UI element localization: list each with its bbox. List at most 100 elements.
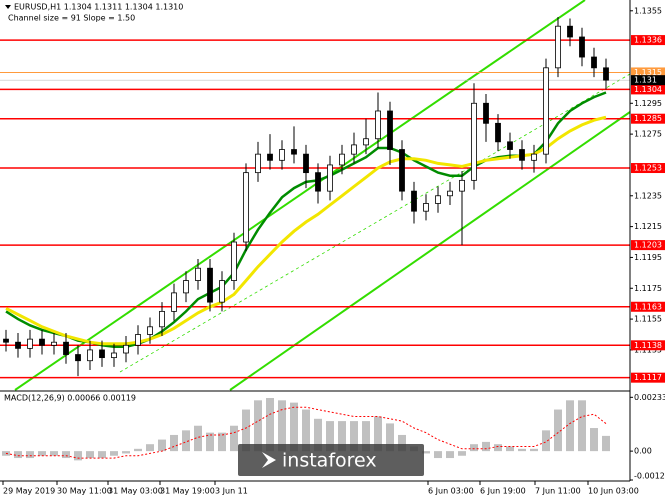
candle-body [231, 241, 237, 281]
candle-body [591, 56, 597, 69]
macd-bar [566, 400, 574, 452]
candle-body [387, 110, 393, 150]
candle-body [15, 341, 21, 349]
candle-body [483, 102, 489, 124]
y-tick-label: 1.1215 [634, 222, 662, 231]
level-label: 1.1138 [634, 341, 662, 350]
candle-body [75, 354, 81, 362]
candle-body [207, 267, 213, 303]
macd-bar [230, 425, 238, 452]
x-tick-label: 3 Jun 11 [215, 487, 248, 496]
level-label-box [631, 163, 665, 174]
macd-bar [434, 451, 442, 459]
macd-bar [554, 409, 562, 452]
y-tick-label: 1.1195 [634, 253, 662, 262]
candle-body [495, 122, 501, 143]
macd-title: MACD(12,26,9) 0.00066 0.00119 [4, 394, 136, 403]
macd-panel [2, 398, 610, 461]
candle-body [303, 153, 309, 174]
channel-info: Channel size = 91 Slope = 1.50 [8, 14, 135, 23]
macd-bar [290, 402, 298, 452]
x-tick-label: 6 Jun 03:00 [428, 487, 474, 496]
watermark-text: instaforex [282, 450, 377, 472]
level-label: 1.1285 [634, 114, 662, 123]
macd-bar [278, 400, 286, 452]
menu-triangle [5, 5, 11, 9]
level-label-box [631, 84, 665, 95]
x-tick-label: 29 May 2019 [3, 487, 55, 496]
macd-bar [386, 423, 394, 452]
macd-bar [374, 416, 382, 452]
candle-body [351, 144, 357, 155]
candle-body [255, 153, 261, 174]
y-tick-label: 1.1275 [634, 130, 662, 139]
candle-body [195, 267, 201, 281]
macd-bar [362, 421, 370, 452]
candle-body [411, 190, 417, 212]
candle-body [339, 153, 345, 166]
candle-body [399, 149, 405, 192]
macd-bar [530, 448, 538, 452]
macd-bar [326, 421, 334, 452]
macd-bar [482, 441, 490, 452]
candle-body [447, 190, 453, 197]
watermark-box [238, 444, 424, 476]
macd-bar [518, 448, 526, 452]
candle-body [459, 179, 465, 192]
candle-body [99, 349, 105, 359]
macd-bar [494, 444, 502, 452]
candle-body [543, 67, 549, 155]
macd-bar [62, 451, 70, 459]
macd-bar [26, 451, 34, 459]
macd-bar [422, 451, 430, 454]
macd-bar [590, 428, 598, 452]
macd-bar [218, 432, 226, 452]
candle-body [507, 141, 513, 150]
macd-bar [266, 398, 274, 452]
channel-lower [229, 111, 631, 391]
macd-bar [170, 434, 178, 452]
x-tick-label: 30 May 11:00 [57, 487, 112, 496]
level-label: 1.1304 [634, 85, 662, 94]
y-tick-label: 1.1175 [634, 284, 662, 293]
watermark: instaforex [238, 444, 424, 476]
candle-body [267, 153, 273, 161]
macd-bar [194, 425, 202, 452]
macd-bar [314, 418, 322, 452]
macd-signal [5, 406, 607, 459]
macd-bar [122, 451, 130, 454]
macd-bar [602, 435, 610, 452]
macd-bar [182, 430, 190, 452]
candle-body [243, 172, 249, 243]
y-tick-label: 1.1295 [634, 99, 662, 108]
macd-tick-label: 0.00 [634, 447, 652, 456]
candle-body [219, 280, 225, 303]
macd-bar [398, 434, 406, 452]
y-tick-label: 1.1235 [634, 191, 662, 200]
macd-bar [158, 439, 166, 452]
candle-body [435, 195, 441, 204]
macd-bar [242, 409, 250, 452]
macd-tick-label: -0.00125 [634, 472, 665, 481]
macd-bar [134, 448, 142, 452]
macd-bar [542, 430, 550, 452]
candle-body [3, 338, 9, 343]
candle-body [603, 67, 609, 81]
x-tick-label: 31 May 19:00 [160, 487, 215, 496]
x-tick-label: 7 Jun 11:00 [535, 487, 581, 496]
macd-bar [578, 400, 586, 452]
macd-bar [86, 451, 94, 459]
candle-body [315, 172, 321, 192]
candle-body [51, 341, 57, 346]
candle-body [519, 149, 525, 161]
candle-body [327, 164, 333, 192]
y-tick-label: 1.1355 [634, 6, 662, 15]
macd-bar [14, 451, 22, 459]
candle-body [183, 280, 189, 294]
ask-label: 1.1315 [634, 68, 662, 77]
candle-body [291, 149, 297, 155]
macd-bar [50, 451, 58, 456]
symbol-line: EURUSD,H1 1.1304 1.1311 1.1304 1.1310 [14, 3, 183, 12]
level-label-box [631, 372, 665, 383]
